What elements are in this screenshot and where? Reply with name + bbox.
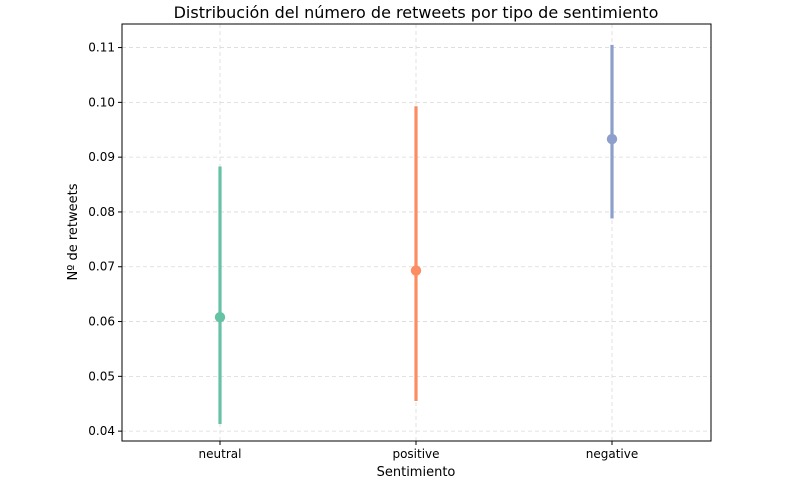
x-axis-label: Sentimiento (377, 465, 456, 480)
data-layer (214, 44, 618, 425)
x-tick-label: negative (586, 447, 638, 461)
y-tick-label: 0.06 (88, 315, 115, 329)
y-tick-label: 0.08 (88, 205, 115, 219)
y-tick-label: 0.04 (88, 424, 115, 438)
x-tick-label: neutral (199, 447, 242, 461)
chart-title: Distribución del número de retweets por … (174, 3, 659, 22)
y-tick-label: 0.11 (88, 41, 115, 55)
x-tick-label: positive (392, 447, 439, 461)
y-tick-label: 0.05 (88, 369, 115, 383)
point-negative (606, 133, 618, 145)
y-tick-label: 0.09 (88, 150, 115, 164)
axis-layer: 0.04 0.05 0.06 0.07 0.08 0.09 0.10 0.11 neutral p… (88, 41, 638, 461)
y-axis-label: Nº de retweets (66, 183, 81, 280)
point-neutral (214, 311, 226, 323)
y-tick-label: 0.07 (88, 260, 115, 274)
y-tick-label: 0.10 (88, 95, 115, 109)
point-positive (410, 265, 422, 276)
